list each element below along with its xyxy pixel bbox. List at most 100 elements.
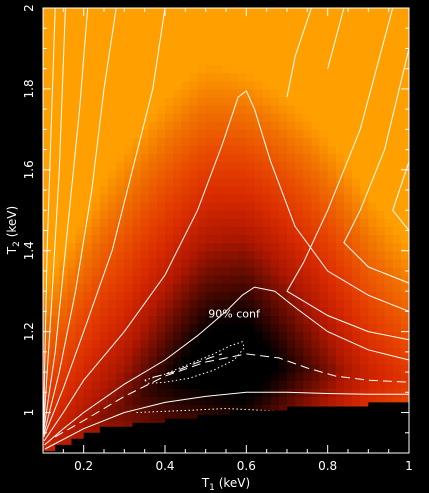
heatmap-cell xyxy=(287,8,296,17)
heatmap-cell xyxy=(99,307,109,317)
heatmap-cell xyxy=(278,64,288,74)
heatmap-cell xyxy=(173,169,182,179)
heatmap-cell xyxy=(327,242,337,252)
heatmap-cell xyxy=(295,202,304,211)
heatmap-cell xyxy=(132,210,142,219)
heatmap-cell xyxy=(173,153,182,163)
heatmap-cell xyxy=(173,129,182,139)
heatmap-cell xyxy=(99,242,109,252)
heatmap-cell xyxy=(43,388,52,397)
heatmap-cell xyxy=(140,266,150,276)
heatmap-cell xyxy=(156,299,166,308)
heatmap-cell xyxy=(352,202,361,211)
heatmap-cell xyxy=(230,24,239,33)
heatmap-cell xyxy=(384,275,394,284)
heatmap-cell xyxy=(205,347,215,357)
heatmap-cell xyxy=(303,40,312,50)
heatmap-cell xyxy=(108,299,117,308)
heatmap-cell xyxy=(230,186,239,195)
heatmap-cell xyxy=(384,40,394,50)
heatmap-cell xyxy=(327,40,337,50)
contour-line-5 xyxy=(44,391,409,450)
heatmap-cell xyxy=(83,8,93,17)
heatmap-cell xyxy=(189,129,199,139)
heatmap-cell xyxy=(124,105,134,114)
heatmap-cell xyxy=(246,291,256,300)
heatmap-cell xyxy=(295,331,304,341)
heatmap-cell xyxy=(335,177,345,187)
heatmap-cell xyxy=(303,153,312,163)
heatmap-cell xyxy=(156,250,166,260)
heatmap-cell xyxy=(262,315,272,325)
heatmap-cell xyxy=(181,186,190,195)
heatmap-cell xyxy=(181,307,190,317)
heatmap-cell xyxy=(303,129,312,139)
heatmap-cell xyxy=(278,145,288,155)
heatmap-cell xyxy=(327,88,337,98)
heatmap-cell xyxy=(303,291,312,300)
heatmap-cell xyxy=(287,105,296,114)
heatmap-cell xyxy=(132,48,142,58)
heatmap-cell xyxy=(156,210,166,219)
heatmap-cell xyxy=(368,194,378,203)
heatmap-cell xyxy=(221,48,231,58)
heatmap-cell xyxy=(156,331,166,341)
heatmap-cell xyxy=(384,177,394,187)
heatmap-cell xyxy=(165,226,174,236)
heatmap-cell xyxy=(327,275,337,284)
heatmap-cell xyxy=(287,291,296,300)
heatmap-cell xyxy=(213,24,223,33)
heatmap-cell xyxy=(343,307,353,317)
heatmap-cell xyxy=(132,169,142,179)
heatmap-cell xyxy=(400,64,409,74)
heatmap-cell xyxy=(278,80,288,90)
heatmap-cell xyxy=(287,234,296,244)
heatmap-cell xyxy=(59,242,68,252)
heatmap-cell xyxy=(246,299,256,308)
heatmap-cell xyxy=(384,323,394,333)
heatmap-cell xyxy=(75,72,85,82)
heatmap-cell xyxy=(140,323,150,333)
heatmap-cell xyxy=(108,380,117,389)
heatmap-cell xyxy=(287,339,296,349)
heatmap-cell xyxy=(238,372,247,381)
heatmap-cell xyxy=(230,355,239,365)
heatmap-cell xyxy=(165,258,174,268)
heatmap-cell xyxy=(173,161,182,171)
heatmap-cell xyxy=(343,64,353,74)
heatmap-cell xyxy=(246,186,256,195)
heatmap-cell xyxy=(148,177,158,187)
heatmap-cell xyxy=(116,339,125,349)
heatmap-cell xyxy=(124,323,134,333)
heatmap-cell xyxy=(278,210,288,219)
heatmap-cell xyxy=(230,194,239,203)
heatmap-cell xyxy=(400,186,409,195)
heatmap-cell xyxy=(75,56,85,66)
heatmap-cell xyxy=(205,364,215,373)
heatmap-cell xyxy=(99,226,109,236)
heatmap-cell xyxy=(124,347,134,357)
heatmap-cell xyxy=(254,339,264,349)
heatmap-cell xyxy=(327,202,337,211)
heatmap-cell xyxy=(392,364,402,373)
heatmap-cell xyxy=(376,307,386,317)
heatmap-cell xyxy=(83,161,93,171)
heatmap-cell xyxy=(67,194,77,203)
heatmap-cell xyxy=(246,113,256,122)
heatmap-cell xyxy=(392,177,402,187)
heatmap-cell xyxy=(43,420,52,430)
heatmap-cell xyxy=(108,218,117,228)
heatmap-cell xyxy=(238,339,247,349)
heatmap-cell xyxy=(124,202,134,211)
heatmap-cell xyxy=(221,153,231,163)
heatmap-cell xyxy=(197,283,207,292)
heatmap-cell xyxy=(140,242,150,252)
heatmap-cell xyxy=(327,129,337,139)
heatmap-cell xyxy=(75,283,85,292)
heatmap-cell xyxy=(83,145,93,155)
heatmap-cell xyxy=(319,153,329,163)
heatmap-cell xyxy=(59,234,68,244)
heatmap-cell xyxy=(343,275,353,284)
heatmap-cell xyxy=(368,202,378,211)
heatmap-cell xyxy=(360,8,369,17)
